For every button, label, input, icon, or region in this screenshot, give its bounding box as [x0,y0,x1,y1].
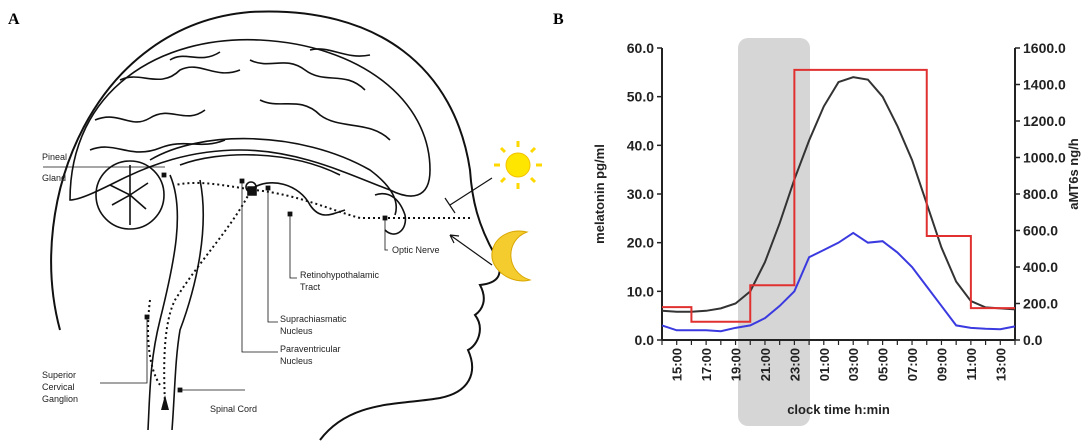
y-tick-label: 60.0 [627,40,654,56]
label-line: Cervical [42,382,75,392]
y-tick-label: 30.0 [627,186,654,202]
y2-tick-label: 1200.0 [1023,113,1066,129]
label-line: Gland [42,173,66,183]
y2-tick-label: 800.0 [1023,186,1058,202]
label-line: Nucleus [280,326,313,336]
diagram-label: Retinohypothalamic Tract [300,270,380,292]
label-line: Suprachiasmatic [280,314,347,324]
y2-tick-label: 0.0 [1023,332,1043,348]
x-tick-label: 11:00 [964,348,979,381]
y2-tick-label: 1000.0 [1023,150,1066,166]
x-tick-label: 09:00 [934,348,949,381]
y2-tick-label: 1600.0 [1023,40,1066,56]
x-tick-label: 21:00 [758,348,773,381]
x-tick-label: 07:00 [905,348,920,381]
series-line [662,233,1015,331]
y-tick-label: 50.0 [627,89,654,105]
y2-tick-label: 200.0 [1023,296,1058,312]
figure: A B Pineal Gland Optic Nerve Retinohypoth… [0,0,1088,442]
label-line: Superior [42,370,76,380]
label-line: Paraventricular [280,344,341,354]
diagram-label: Pineal Gland [42,152,67,183]
label-line: Retinohypothalamic [300,270,380,280]
diagram-label: Superior Cervical Ganglion [42,370,78,404]
x-tick-label: 17:00 [699,348,714,381]
y2-axis-title: aMT6s ng/h [1066,138,1081,210]
y-tick-label: 0.0 [635,332,655,348]
x-tick-label: 15:00 [670,348,685,381]
y2-tick-label: 1400.0 [1023,77,1066,93]
panel-label: B [553,11,564,28]
y-axis-title: melatonin pg/ml [592,144,607,244]
y-tick-label: 10.0 [627,283,654,299]
diagram-label: Spinal Cord [210,404,257,414]
x-tick-label: 19:00 [729,348,744,381]
neural-pathway [148,183,470,410]
x-tick-label: 05:00 [876,348,891,381]
arrow-head [161,395,169,410]
label-line: Nucleus [280,356,313,366]
label-line: Pineal [42,152,67,162]
brain-diagram [51,11,499,440]
y-tick-label: 20.0 [627,235,654,251]
moon-icon [492,231,530,281]
series-line [662,77,1015,312]
diagram-label: Paraventricular Nucleus [280,344,341,366]
diagram-label: Optic Nerve [392,245,440,255]
x-axis-title: clock time h:min [787,402,890,417]
x-tick-label: 03:00 [846,348,861,381]
label-line: Tract [300,282,321,292]
x-tick-label: 13:00 [993,348,1008,381]
x-tick-label: 01:00 [817,348,832,381]
chart: 0.0 10.0 20.0 30.0 40.0 50.0 60.0 0.0 200.0 400.0… [592,40,1081,417]
series-line [662,70,1015,322]
y2-tick-label: 400.0 [1023,259,1058,275]
sun-icon [494,141,542,189]
label-line: Ganglion [42,394,78,404]
diagram-label: Suprachiasmatic Nucleus [280,314,347,336]
x-tick-label: 23:00 [787,348,802,381]
y-tick-label: 40.0 [627,137,654,153]
light-arrows [445,178,492,265]
panel-label: A [8,11,20,28]
y2-tick-label: 600.0 [1023,223,1058,239]
